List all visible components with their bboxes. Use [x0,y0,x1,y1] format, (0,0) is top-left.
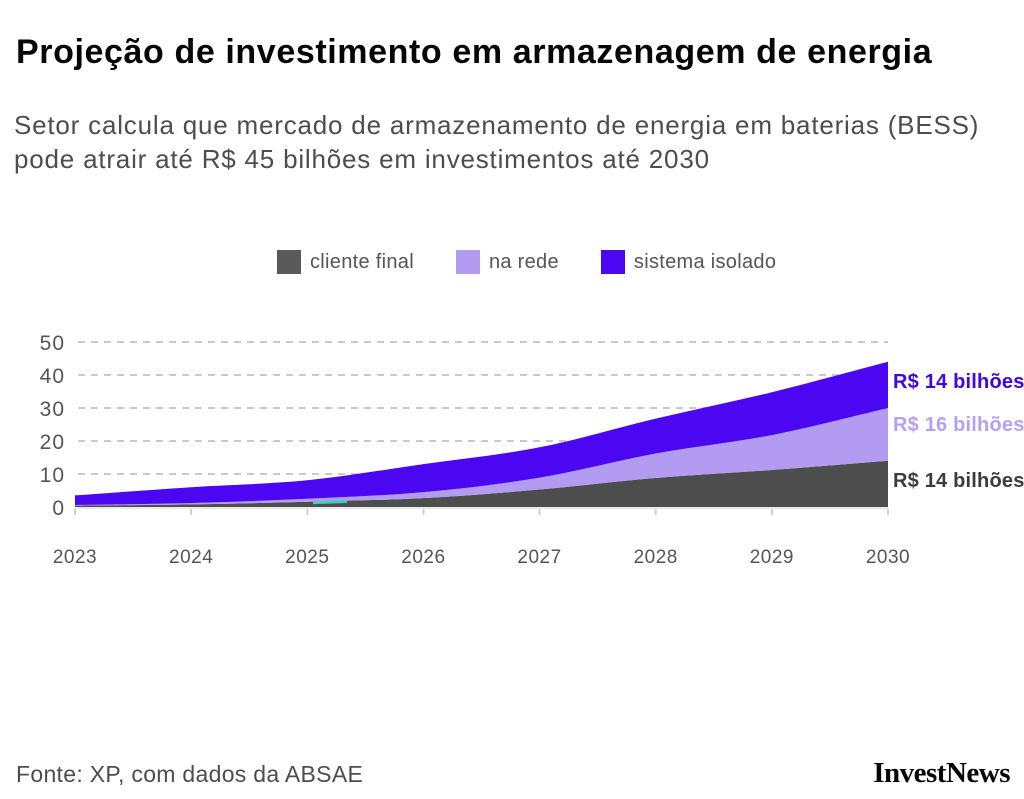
legend-swatch-cliente-final-icon [277,250,301,274]
svg-text:50: 50 [40,332,65,355]
legend-label-cliente-final: cliente final [310,250,414,273]
legend-item-sistema-isolado: sistema isolado [600,250,777,274]
svg-text:2029: 2029 [750,547,794,568]
page-title: Projeção de investimento em armazenagem … [16,32,933,71]
svg-text:2030: 2030 [866,547,910,568]
series-end-label-cliente-final: R$ 14 bilhões [893,470,1024,492]
svg-text:2025: 2025 [285,547,329,568]
legend-label-sistema-isolado: sistema isolado [633,250,777,273]
chart-legend: cliente final na rede sistema isolado [277,250,776,274]
legend-swatch-sistema-isolado-icon [600,250,625,274]
svg-text:2027: 2027 [517,547,561,568]
svg-text:20: 20 [40,431,65,454]
svg-text:0: 0 [52,497,65,520]
legend-item-na-rede: na rede [455,250,559,274]
svg-text:2026: 2026 [401,547,445,568]
legend-swatch-na-rede-icon [455,250,480,274]
svg-text:10: 10 [40,464,65,487]
svg-text:2023: 2023 [53,547,97,568]
source-note: Fonte: XP, com dados da ABSAE [16,761,364,787]
svg-text:40: 40 [40,365,65,388]
series-end-label-sistema-isolado: R$ 14 bilhões [893,371,1024,393]
investnews-logo: InvestNews [873,757,1010,789]
svg-text:2028: 2028 [634,547,678,568]
series-end-label-na-rede: R$ 16 bilhões [893,414,1024,436]
legend-item-cliente-final: cliente final [277,250,414,274]
svg-text:30: 30 [40,398,65,421]
page-subtitle: Setor calcula que mercado de armazenamen… [14,110,980,174]
svg-text:2024: 2024 [169,547,213,568]
legend-label-na-rede: na rede [488,250,559,273]
